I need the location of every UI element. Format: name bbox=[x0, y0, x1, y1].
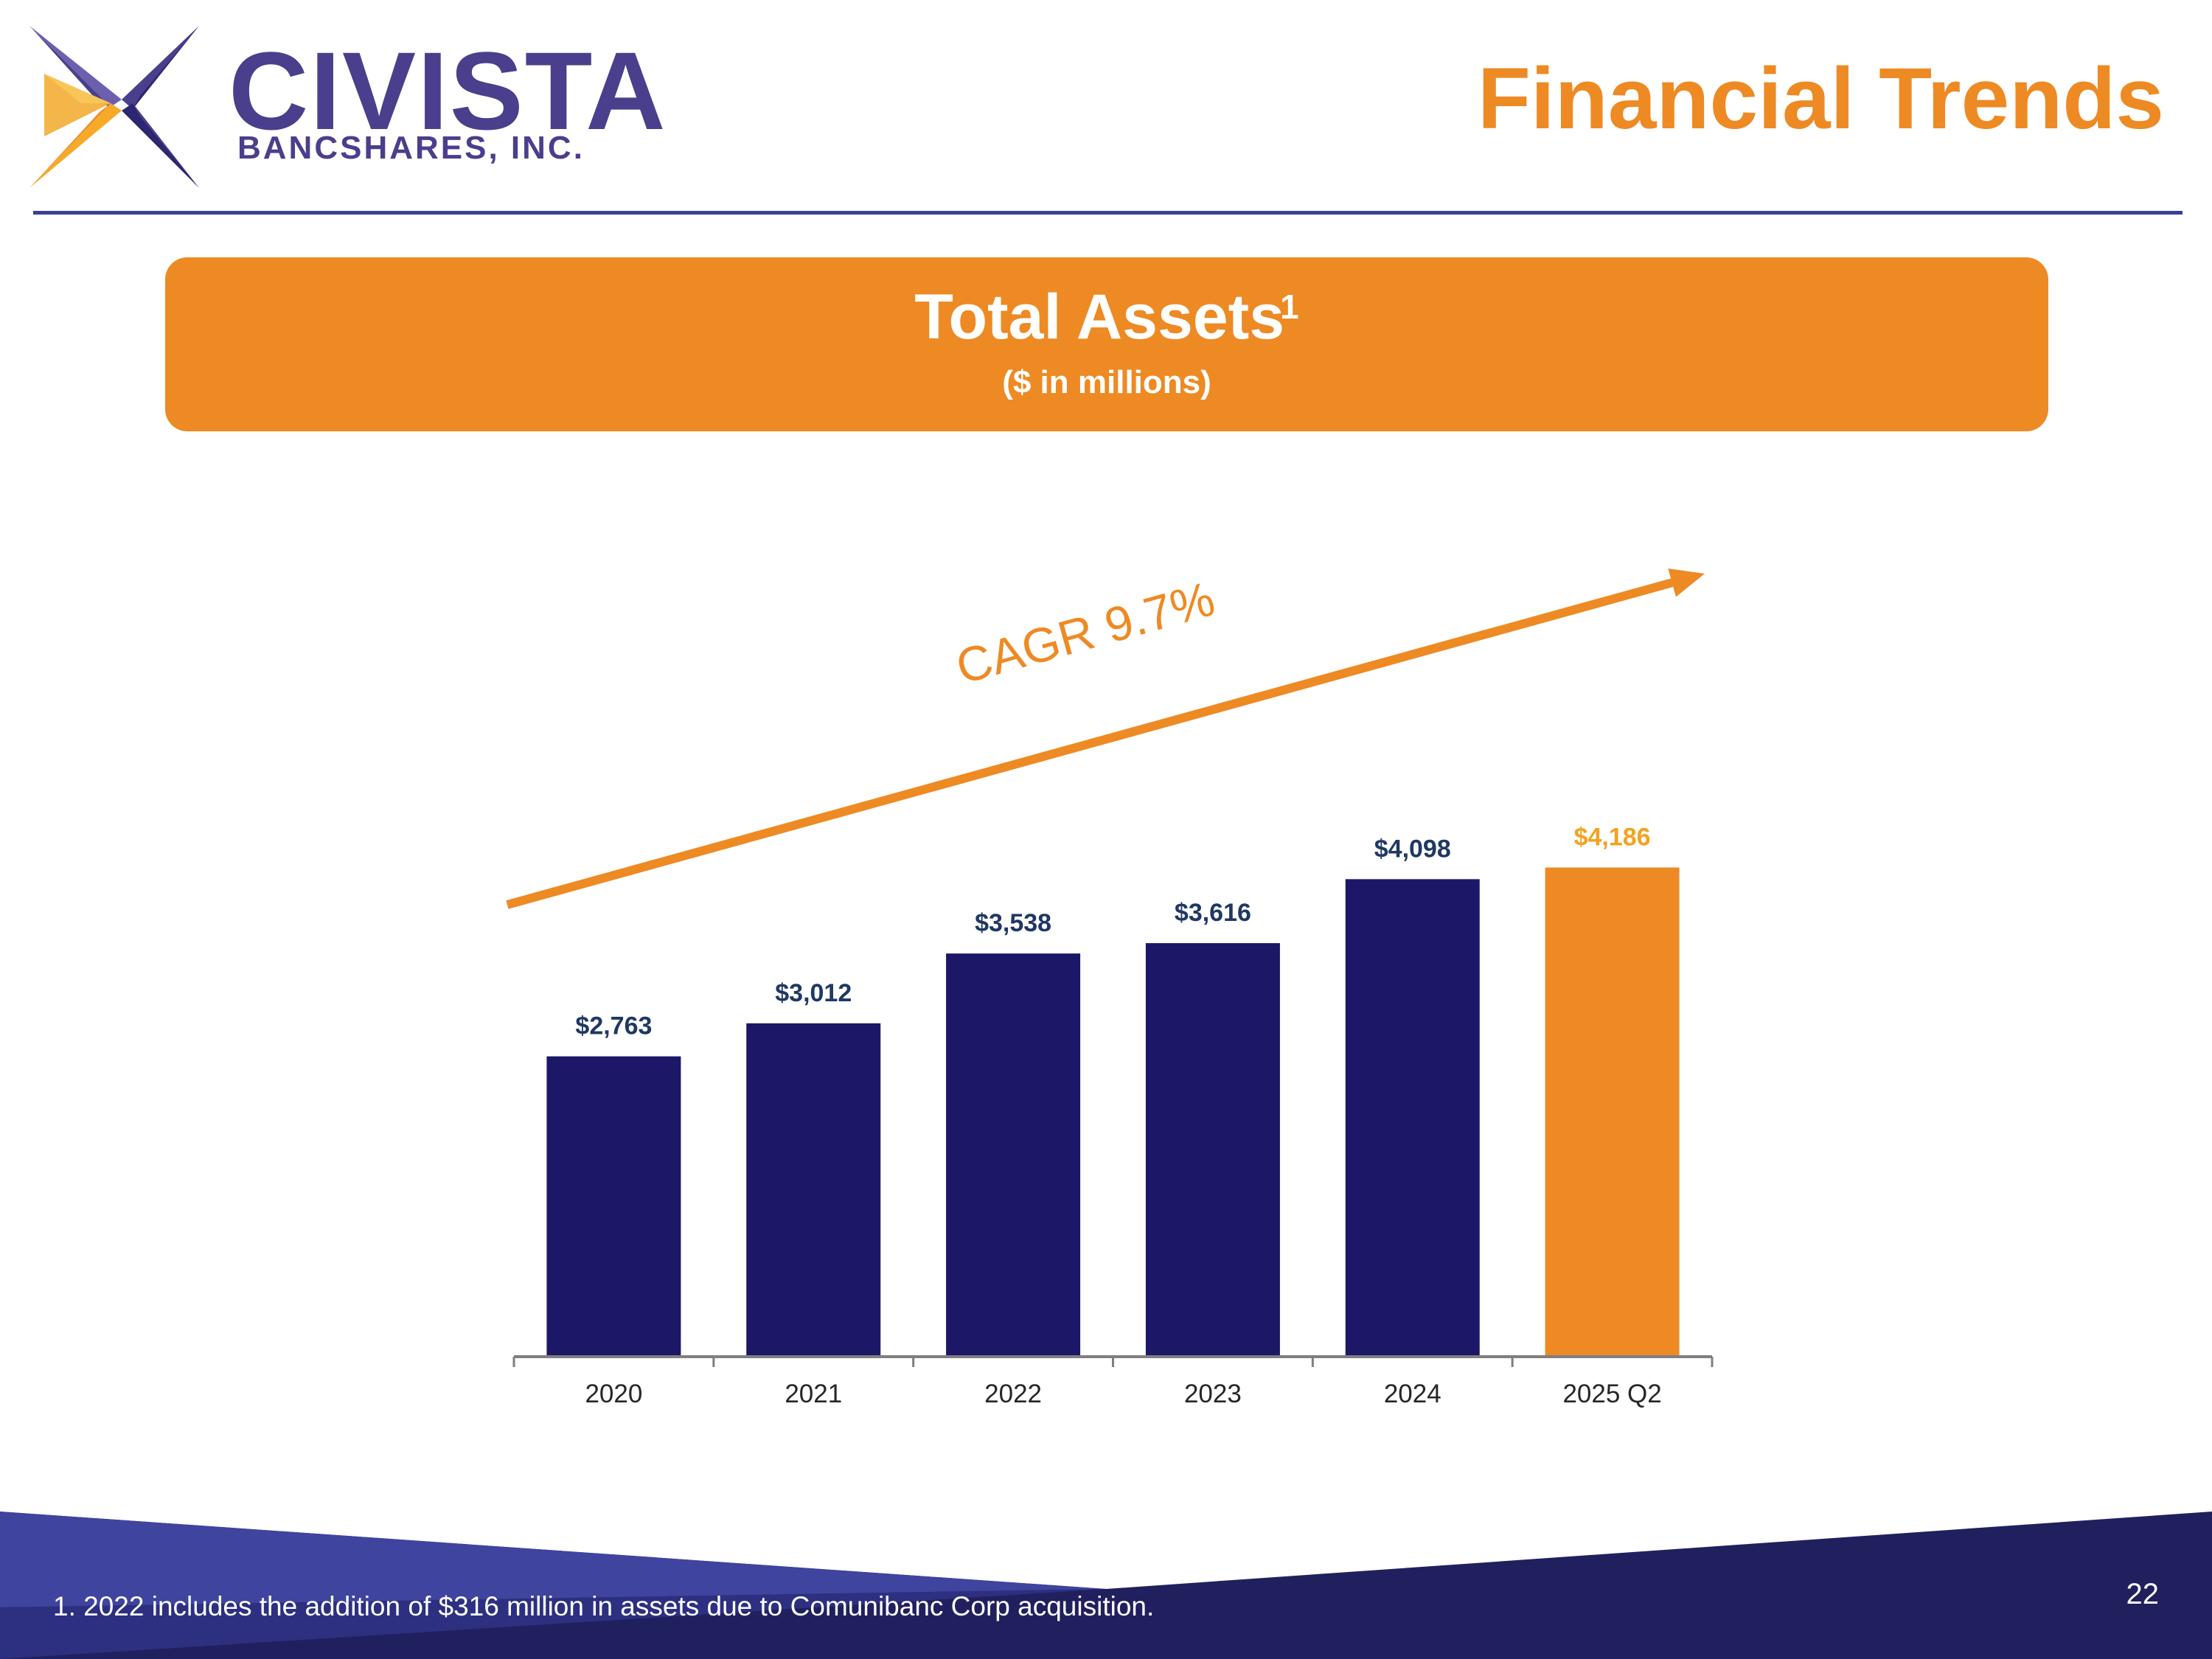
bar-2022 bbox=[946, 953, 1081, 1357]
x-tick-label: 2025 Q2 bbox=[1562, 1380, 1661, 1408]
bar-2023 bbox=[1145, 943, 1280, 1357]
footnote-marker: 1 bbox=[1280, 288, 1299, 326]
header-divider bbox=[33, 211, 2183, 215]
data-label: $3,538 bbox=[975, 909, 1051, 937]
bar-2021 bbox=[746, 1023, 881, 1357]
bar-2024 bbox=[1345, 879, 1480, 1357]
logo-subtitle: BANCSHARES, INC. bbox=[237, 130, 585, 166]
company-logo: CIVISTA BANCSHARES, INC. bbox=[29, 22, 666, 188]
bar-2025-q2 bbox=[1545, 867, 1680, 1357]
x-tick-label: 2023 bbox=[1184, 1380, 1242, 1408]
chart-title: Total Assets1 bbox=[165, 285, 2048, 349]
chart-title-text: Total Assets bbox=[914, 282, 1285, 352]
logo-wordmark: CIVISTA bbox=[229, 29, 667, 153]
page-title: Financial Trends bbox=[1477, 50, 2164, 147]
x-tick-label: 2020 bbox=[585, 1380, 642, 1408]
footer-band bbox=[0, 1512, 2212, 1659]
x-tick-label: 2024 bbox=[1384, 1380, 1441, 1408]
cagr-annotation: CAGR 9.7% bbox=[950, 571, 1220, 694]
bar-2020 bbox=[546, 1056, 681, 1357]
data-label: $4,186 bbox=[1574, 824, 1651, 852]
chart-title-banner: Total Assets1 ($ in millions) bbox=[165, 257, 2048, 431]
x-tick-label: 2021 bbox=[785, 1380, 842, 1408]
x-tick-label: 2022 bbox=[984, 1380, 1042, 1408]
star-logo-icon bbox=[29, 26, 199, 188]
growth-arrow-head-icon bbox=[1668, 568, 1705, 597]
data-label: $4,098 bbox=[1374, 835, 1451, 863]
growth-arrow-line bbox=[506, 578, 1674, 909]
data-label: $3,616 bbox=[1175, 899, 1251, 927]
footnote-text: 1. 2022 includes the addition of $316 mi… bbox=[53, 1591, 1155, 1621]
chart-subtitle: ($ in millions) bbox=[1002, 364, 1211, 400]
data-label: $2,763 bbox=[575, 1012, 652, 1040]
page-number: 22 bbox=[2126, 1578, 2160, 1610]
data-label: $3,012 bbox=[775, 979, 852, 1007]
